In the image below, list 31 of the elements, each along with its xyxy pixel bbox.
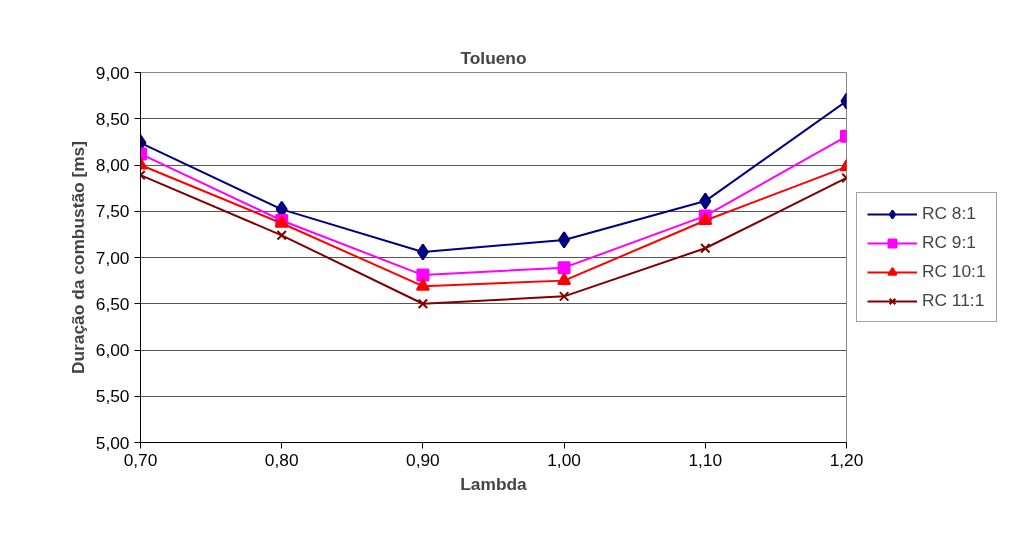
point bbox=[699, 192, 712, 210]
y-tick-label: 6,50 bbox=[95, 293, 130, 314]
point bbox=[416, 268, 430, 282]
legend-label: RC 10:1 bbox=[922, 261, 986, 282]
point bbox=[557, 261, 571, 275]
legend-label: RC 11:1 bbox=[922, 290, 985, 311]
x-axis-title: Lambda bbox=[460, 473, 528, 494]
x-tick-label: 1,00 bbox=[547, 449, 581, 470]
y-tick-label: 5,50 bbox=[95, 386, 130, 407]
y-tick-label: 7,00 bbox=[95, 247, 130, 268]
x-tick-label: 0,80 bbox=[264, 449, 299, 470]
legend-label: RC 8:1 bbox=[922, 203, 976, 224]
point bbox=[557, 272, 572, 286]
x-tick-label: 1,10 bbox=[688, 449, 723, 470]
y-tick-label: 7,50 bbox=[95, 201, 130, 222]
y-axis-title: Duração da combustão [ms] bbox=[67, 140, 88, 375]
point bbox=[700, 243, 711, 254]
point bbox=[417, 298, 429, 309]
point bbox=[415, 278, 430, 291]
chart-title: Tolueno bbox=[460, 47, 527, 68]
x-tick-label: 0,90 bbox=[406, 449, 440, 470]
point bbox=[416, 243, 429, 261]
y-tick-label: 8,50 bbox=[95, 108, 130, 129]
point bbox=[276, 230, 287, 241]
y-tick-label: 9,00 bbox=[95, 62, 130, 83]
y-tick-label: 8,00 bbox=[95, 155, 130, 175]
y-tick-label: 6,00 bbox=[95, 340, 130, 360]
point bbox=[558, 291, 570, 302]
legend-label: RC 9:1 bbox=[922, 232, 976, 253]
x-tick-label: 1,20 bbox=[829, 449, 864, 470]
point bbox=[558, 231, 571, 249]
